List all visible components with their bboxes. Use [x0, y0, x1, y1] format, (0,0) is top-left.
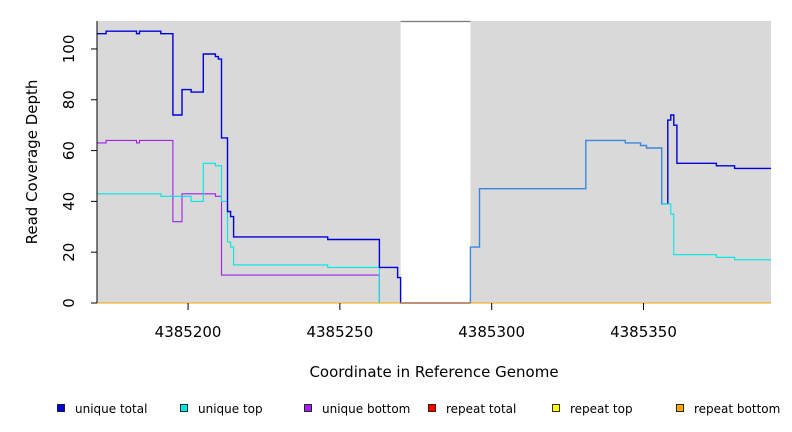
x-tick-label: 4385200 — [155, 323, 222, 341]
y-tick-label: 80 — [60, 90, 78, 109]
legend: unique total unique top unique bottom repea… — [57, 402, 780, 416]
legend-swatch — [552, 404, 560, 412]
uncovered-region — [400, 22, 471, 303]
legend-label: repeat top — [570, 402, 633, 416]
legend-swatch — [180, 404, 188, 412]
x-tick-label: 4385250 — [306, 323, 373, 341]
legend-label: repeat bottom — [694, 402, 780, 416]
y-axis-title: Read Coverage Depth — [23, 80, 41, 245]
series-line-6 — [469, 139, 668, 303]
y-tick-label: 20 — [60, 243, 78, 262]
series-line-unique-top — [97, 162, 471, 304]
y-tick-label: 60 — [60, 141, 78, 160]
x-tick-label: 4385350 — [610, 323, 677, 341]
y-tick-label: 40 — [60, 192, 78, 211]
legend-label: unique top — [198, 402, 263, 416]
legend-swatch — [428, 404, 436, 412]
x-tick-label: 4385300 — [458, 323, 525, 341]
legend-swatch — [676, 404, 684, 412]
legend-label: repeat total — [446, 402, 516, 416]
y-tick-label: 0 — [60, 298, 78, 308]
series-line-7 — [667, 114, 771, 204]
axis-layer: 0 20 40 60 80 100 4385200 4385250 4385300 4385350 — [60, 21, 677, 341]
series-line-unique-total — [97, 30, 471, 304]
legend-swatch — [304, 404, 312, 412]
legend-label: unique total — [75, 402, 147, 416]
y-tick-label: 100 — [60, 35, 78, 64]
series-line-unique-bottom — [97, 139, 471, 304]
series-layer — [97, 30, 771, 304]
plot-background — [97, 20, 771, 303]
series-line-8 — [661, 203, 771, 261]
x-axis-title: Coordinate in Reference Genome — [309, 363, 558, 381]
legend-label: unique bottom — [322, 402, 410, 416]
legend-swatch — [57, 404, 65, 412]
